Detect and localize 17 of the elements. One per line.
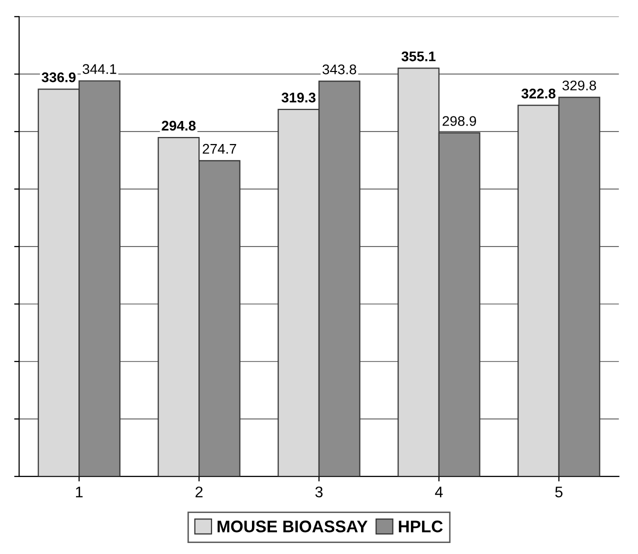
x-tick-label: 5: [555, 486, 562, 498]
x-tick-label: 4: [435, 486, 443, 498]
data-label: 294.8: [162, 120, 196, 131]
data-label: 274.7: [202, 144, 236, 154]
x-tick-label: 1: [76, 486, 83, 498]
data-label: 329.8: [562, 80, 596, 90]
x-tick-label: 2: [196, 486, 203, 498]
legend-label: MOUSE BIOASSAY: [218, 520, 368, 532]
data-label: 336.9: [42, 72, 76, 82]
data-label: 298.9: [442, 116, 476, 126]
legend-label: HPLC: [398, 520, 443, 532]
data-label: 319.3: [282, 92, 316, 102]
data-label: 344.1: [82, 64, 116, 74]
data-label: 355.1: [401, 51, 436, 62]
data-label: 322.8: [521, 88, 556, 98]
x-tick-label: 3: [315, 486, 323, 498]
data-label: 343.8: [322, 64, 356, 74]
